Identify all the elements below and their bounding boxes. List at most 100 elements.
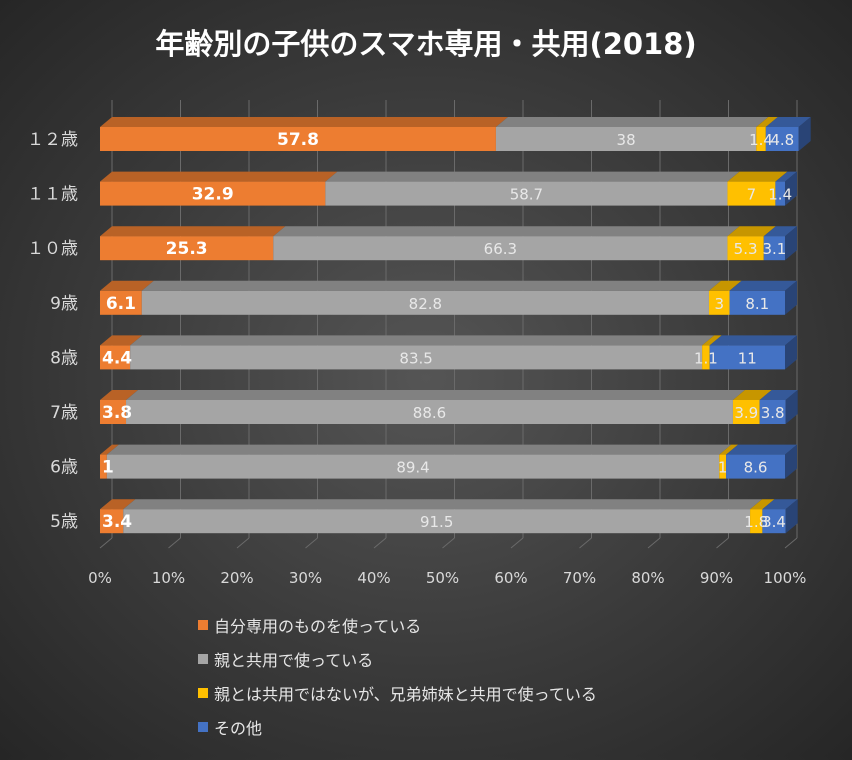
bar-segment xyxy=(126,390,745,424)
x-tick-label: 50% xyxy=(426,569,459,587)
bar-segment xyxy=(726,444,797,479)
legend-label-own: 自分専用のものを使っている xyxy=(214,617,422,636)
data-label: 1 xyxy=(718,459,728,477)
data-label: 91.5 xyxy=(420,513,453,531)
data-label: 88.6 xyxy=(413,404,446,422)
bar-segment xyxy=(100,226,286,261)
data-label: 4.4 xyxy=(102,348,132,368)
x-tick-label: 20% xyxy=(220,569,253,587)
bar-segment xyxy=(756,117,778,151)
legend-swatch-own xyxy=(198,620,208,630)
x-tick-label: 80% xyxy=(631,569,664,587)
bar-segment xyxy=(729,280,797,315)
data-label: 3 xyxy=(714,295,724,313)
bar-segment xyxy=(719,444,739,479)
legend-item-other: その他 xyxy=(198,710,597,744)
category-label: 6歳 xyxy=(50,458,78,478)
data-label: 11 xyxy=(738,349,757,367)
gridline xyxy=(373,100,387,549)
legend-label-other: その他 xyxy=(214,719,263,738)
data-label: 1.1 xyxy=(694,349,718,367)
data-label: 8.1 xyxy=(745,295,769,313)
data-label: 8.6 xyxy=(744,459,768,477)
bar-segment xyxy=(762,499,798,534)
gridline xyxy=(305,100,318,549)
data-label: 82.8 xyxy=(409,295,442,313)
data-label: 7 xyxy=(747,186,757,204)
legend-label-shared-parent: 親と共用で使っている xyxy=(214,651,374,670)
gridline xyxy=(236,100,250,549)
bar-segment xyxy=(709,335,797,370)
x-tick-label: 0% xyxy=(88,569,112,587)
bar-segment xyxy=(100,335,143,370)
bar-segment xyxy=(100,171,338,206)
bar-segment xyxy=(495,117,769,151)
data-label: 57.8 xyxy=(277,130,319,150)
bar-segment xyxy=(732,390,772,424)
gridline xyxy=(784,100,798,549)
bar-segment xyxy=(123,499,763,534)
bar-segment xyxy=(750,499,775,534)
data-label: 5.3 xyxy=(734,240,758,258)
bar-segment xyxy=(325,171,740,206)
data-label: 25.3 xyxy=(166,239,208,259)
data-label: 3.1 xyxy=(762,240,786,258)
category-label: 5歳 xyxy=(50,512,78,532)
x-tick-label: 40% xyxy=(357,569,390,587)
data-label: 89.4 xyxy=(396,459,429,477)
legend-item-shared-parent: 親と共用で使っている xyxy=(198,642,597,676)
x-tick-label: 90% xyxy=(700,569,733,587)
bar-segment xyxy=(727,171,788,206)
bar-segment xyxy=(708,280,742,315)
gridline xyxy=(579,100,592,549)
data-label: 83.5 xyxy=(399,349,432,367)
gridline xyxy=(168,100,181,549)
category-label: １１歳 xyxy=(27,185,78,205)
x-tick-label: 70% xyxy=(563,569,596,587)
bar-segment xyxy=(727,226,776,261)
data-label: 38 xyxy=(617,131,636,149)
category-label: １０歳 xyxy=(27,239,78,259)
bar-segment xyxy=(100,280,154,315)
bar-segment xyxy=(100,444,119,479)
data-label: 3.8 xyxy=(102,403,132,423)
data-label: 32.9 xyxy=(192,185,234,205)
data-label: 58.7 xyxy=(510,186,543,204)
bar-segment xyxy=(273,226,740,261)
bar-segment xyxy=(130,335,715,370)
x-tick-label: 30% xyxy=(289,569,322,587)
legend-item-own: 自分専用のものを使っている xyxy=(198,608,597,642)
bar-segment xyxy=(765,117,811,151)
bar-segment xyxy=(759,390,798,424)
bar-segment xyxy=(702,335,722,370)
legend-swatch-shared-sibling xyxy=(198,688,208,698)
gridline xyxy=(647,100,661,549)
data-label: 3.8 xyxy=(761,404,785,422)
category-label: １２歳 xyxy=(27,130,78,150)
data-label: 4.8 xyxy=(770,131,794,149)
data-label: 66.3 xyxy=(484,240,517,258)
bar-segment xyxy=(775,171,797,206)
x-tick-label: 60% xyxy=(494,569,527,587)
data-label: 3.4 xyxy=(102,512,132,532)
data-label: 6.1 xyxy=(106,294,136,314)
chart-legend: 自分専用のものを使っている 親と共用で使っている 親とは共用ではないが、兄弟姉妹… xyxy=(198,608,597,744)
data-label: 1.4 xyxy=(749,131,773,149)
gridline xyxy=(716,100,729,549)
data-label: 3.4 xyxy=(762,513,786,531)
legend-item-shared-sibling: 親とは共用ではないが、兄弟姉妹と共用で使っている xyxy=(198,676,597,710)
bar-segment xyxy=(100,117,508,151)
legend-swatch-shared-parent xyxy=(198,654,208,664)
x-tick-label: 100% xyxy=(764,569,807,587)
legend-swatch-other xyxy=(198,722,208,732)
gridline xyxy=(442,100,455,549)
legend-label-shared-sibling: 親とは共用ではないが、兄弟姉妹と共用で使っている xyxy=(214,685,597,704)
category-label: 9歳 xyxy=(50,294,78,314)
bar-segment xyxy=(106,444,732,479)
chart-title: 年齢別の子供のスマホ専用・共用(2018) xyxy=(155,27,696,61)
x-tick-label: 10% xyxy=(152,569,185,587)
bar-segment xyxy=(141,280,721,315)
bar-segment xyxy=(100,390,139,424)
